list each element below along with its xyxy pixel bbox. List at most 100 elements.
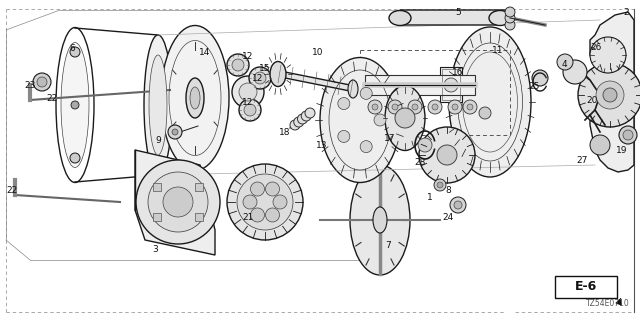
Circle shape	[388, 100, 402, 114]
Text: 1: 1	[427, 194, 433, 203]
Circle shape	[250, 208, 264, 222]
Circle shape	[437, 145, 457, 165]
Text: 2: 2	[623, 7, 629, 17]
Polygon shape	[400, 10, 510, 25]
Circle shape	[266, 208, 280, 222]
Text: 13: 13	[316, 140, 328, 149]
Text: 22: 22	[46, 93, 58, 102]
Ellipse shape	[350, 165, 410, 275]
Circle shape	[619, 126, 637, 144]
Circle shape	[250, 182, 264, 196]
Ellipse shape	[489, 11, 511, 26]
Circle shape	[368, 100, 382, 114]
Circle shape	[578, 63, 640, 127]
Circle shape	[428, 100, 442, 114]
Text: 24: 24	[442, 213, 454, 222]
Text: 28: 28	[414, 157, 426, 166]
Circle shape	[360, 140, 372, 153]
Bar	[555, 276, 617, 298]
Ellipse shape	[161, 26, 229, 171]
Text: 8: 8	[445, 186, 451, 195]
Text: 18: 18	[279, 127, 291, 137]
Bar	[365, 75, 475, 95]
Circle shape	[418, 138, 432, 152]
Circle shape	[148, 172, 208, 232]
Circle shape	[590, 135, 610, 155]
Circle shape	[467, 104, 473, 110]
Circle shape	[70, 47, 80, 57]
Ellipse shape	[385, 85, 425, 150]
Ellipse shape	[186, 78, 204, 118]
Circle shape	[419, 127, 475, 183]
Polygon shape	[275, 70, 355, 92]
Ellipse shape	[56, 28, 94, 182]
Circle shape	[434, 179, 446, 191]
Circle shape	[505, 7, 515, 17]
Circle shape	[392, 104, 398, 110]
Text: 16: 16	[452, 68, 464, 76]
Text: 14: 14	[199, 47, 211, 57]
Circle shape	[450, 197, 466, 213]
Circle shape	[444, 78, 458, 92]
Text: 6: 6	[69, 44, 75, 52]
Text: 23: 23	[24, 81, 36, 90]
Circle shape	[172, 129, 178, 135]
Circle shape	[374, 114, 386, 126]
Circle shape	[239, 99, 261, 121]
Circle shape	[227, 164, 303, 240]
Circle shape	[243, 195, 257, 209]
Circle shape	[452, 104, 458, 110]
Circle shape	[244, 104, 256, 116]
Text: E-6: E-6	[575, 281, 597, 293]
Polygon shape	[135, 150, 215, 255]
Bar	[153, 213, 161, 221]
Circle shape	[37, 77, 47, 87]
Polygon shape	[595, 70, 628, 120]
Circle shape	[479, 107, 491, 119]
Circle shape	[437, 182, 443, 188]
Circle shape	[408, 100, 422, 114]
Circle shape	[136, 160, 220, 244]
Text: 26: 26	[590, 43, 602, 52]
Circle shape	[360, 87, 372, 100]
Circle shape	[338, 131, 350, 142]
Circle shape	[563, 60, 587, 84]
Circle shape	[237, 174, 293, 230]
Ellipse shape	[389, 11, 411, 26]
Bar	[195, 183, 204, 191]
Circle shape	[33, 73, 51, 91]
Circle shape	[227, 54, 249, 76]
Text: 25: 25	[528, 82, 540, 91]
Circle shape	[432, 104, 438, 110]
Text: 12: 12	[243, 98, 253, 107]
Text: 21: 21	[243, 213, 253, 222]
Ellipse shape	[449, 27, 531, 177]
Circle shape	[305, 108, 315, 118]
Circle shape	[338, 98, 350, 109]
Ellipse shape	[144, 35, 172, 175]
Ellipse shape	[320, 58, 400, 182]
Text: 3: 3	[152, 245, 158, 254]
Circle shape	[266, 182, 280, 196]
Circle shape	[254, 72, 266, 84]
Ellipse shape	[190, 87, 200, 109]
Text: 22: 22	[6, 186, 18, 195]
Circle shape	[532, 70, 548, 86]
Text: 19: 19	[616, 146, 628, 155]
Circle shape	[294, 117, 304, 127]
Text: 12: 12	[243, 52, 253, 60]
Circle shape	[463, 100, 477, 114]
Circle shape	[290, 120, 300, 130]
Bar	[195, 213, 204, 221]
Circle shape	[448, 100, 462, 114]
Circle shape	[232, 59, 244, 71]
Ellipse shape	[61, 43, 89, 167]
Circle shape	[596, 81, 624, 109]
Text: 7: 7	[385, 241, 391, 250]
Text: 12: 12	[252, 74, 264, 83]
Circle shape	[232, 76, 264, 108]
Circle shape	[557, 54, 573, 70]
Circle shape	[505, 13, 515, 23]
Circle shape	[273, 195, 287, 209]
Circle shape	[603, 88, 617, 102]
